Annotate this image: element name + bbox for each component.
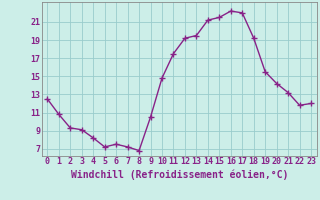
X-axis label: Windchill (Refroidissement éolien,°C): Windchill (Refroidissement éolien,°C) [70, 169, 288, 180]
